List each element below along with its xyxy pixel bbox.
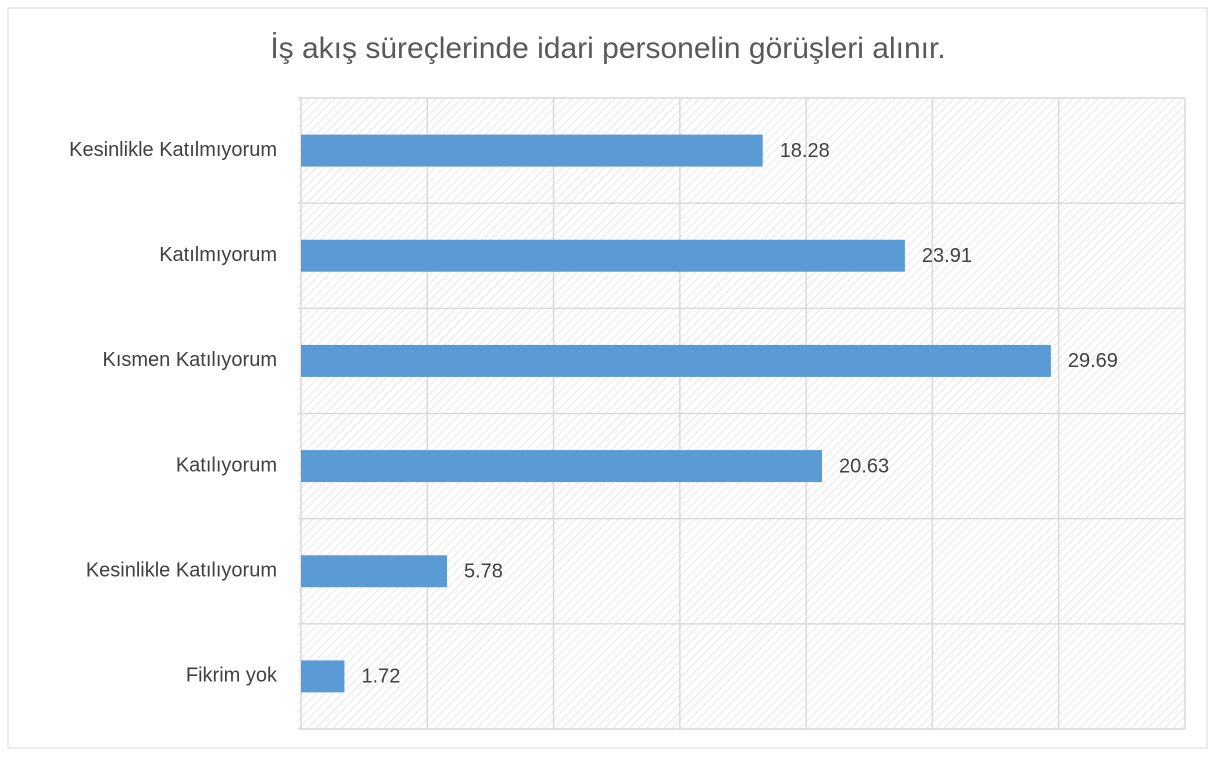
- bar: [301, 660, 345, 693]
- y-tick-label: Kesinlikle Katılmıyorum: [69, 139, 277, 161]
- bar: [301, 239, 905, 272]
- data-label: 5.78: [464, 561, 503, 583]
- y-tick-label: Kesinlikle Katılıyorum: [86, 560, 277, 582]
- y-tick-label: Katılıyorum: [176, 454, 277, 476]
- data-label: 23.91: [922, 245, 972, 267]
- bar: [301, 134, 763, 167]
- y-tick-label: Fikrim yok: [186, 665, 278, 687]
- data-label: 20.63: [839, 455, 889, 477]
- bar: [301, 344, 1051, 377]
- data-label: 29.69: [1068, 350, 1118, 372]
- y-tick-label: Katılmıyorum: [159, 244, 277, 266]
- data-label: 1.72: [361, 666, 400, 688]
- chart-title: İş akış süreçlerinde idari personelin gö…: [270, 32, 945, 65]
- bar: [301, 555, 447, 588]
- bar: [301, 450, 823, 483]
- y-tick-label: Kısmen Katılıyorum: [102, 349, 277, 371]
- data-label: 18.28: [780, 140, 830, 162]
